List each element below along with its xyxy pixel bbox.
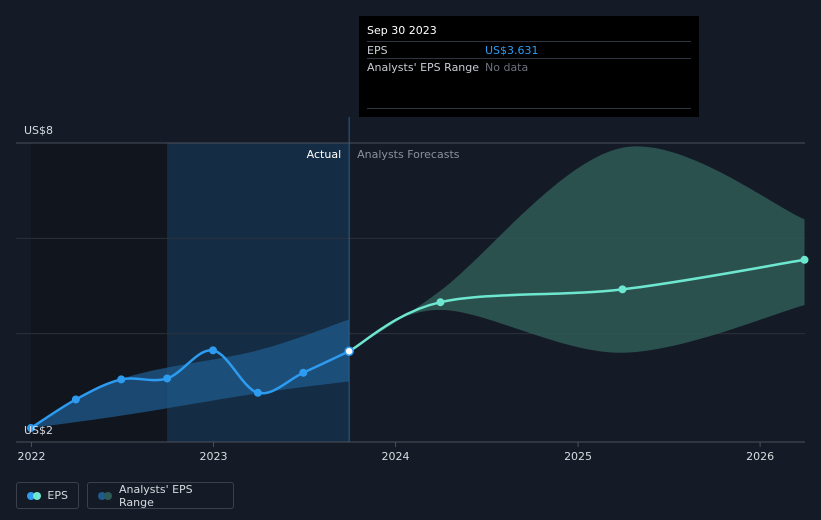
legend-item-eps[interactable]: EPS (16, 482, 79, 509)
eps-point-1 (71, 395, 80, 404)
tooltip-eps-value: US$3.631 (485, 44, 539, 57)
x-tick-label-2024: 2024 (382, 450, 410, 463)
eps-point-5 (253, 388, 262, 397)
selected-point (344, 346, 354, 357)
y-label-max: US$8 (24, 124, 53, 137)
legend-range-label: Analysts' EPS Range (119, 482, 193, 509)
legend-item-eps-range[interactable]: Analysts' EPS Range (87, 482, 234, 509)
range-swatch-icon (98, 491, 112, 500)
tooltip-range-value: No data (485, 61, 529, 74)
tooltip: Sep 30 2023 EPS US$3.631 Analysts' EPS R… (359, 16, 699, 117)
forecast-label: Analysts Forecasts (357, 148, 460, 161)
actual-range-band (30, 319, 350, 429)
y-label-min: US$2 (24, 424, 53, 437)
forecast-range-band (349, 146, 805, 353)
x-tick-label-2026: 2026 (746, 450, 774, 463)
eps-point-4 (209, 346, 218, 355)
tooltip-range-label: Analysts' EPS Range (367, 61, 480, 74)
x-tick-label-2023: 2023 (199, 450, 227, 463)
forecast-point-3 (800, 255, 809, 264)
legend-eps-label: EPS (47, 489, 68, 502)
forecast-point-2 (618, 285, 627, 294)
forecast-eps-line (348, 258, 805, 353)
tooltip-eps-label: EPS (367, 44, 388, 57)
eps-swatch-icon (27, 491, 41, 500)
x-tick-label-2022: 2022 (17, 450, 45, 463)
tooltip-date: Sep 30 2023 (367, 24, 437, 37)
x-tick-label-2025: 2025 (564, 450, 592, 463)
tooltip-row-range: Analysts' EPS Range No data (367, 58, 691, 76)
tooltip-divider (367, 108, 691, 109)
eps-point-0 (26, 424, 35, 433)
forecast-point-1 (436, 298, 445, 307)
eps-point-2 (117, 375, 126, 384)
actual-eps-line (30, 349, 350, 430)
tooltip-row-eps: EPS US$3.631 (367, 41, 691, 59)
actual-label: Actual (307, 148, 341, 161)
eps-point-6 (299, 368, 308, 377)
eps-point-3 (163, 374, 172, 383)
